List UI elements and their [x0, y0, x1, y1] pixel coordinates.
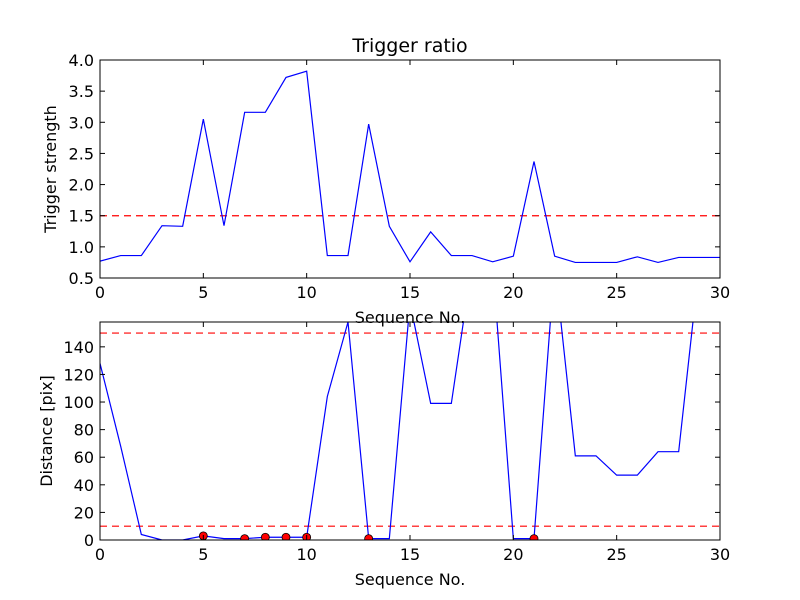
- trigger-ratio-ylabel: Trigger strength: [41, 105, 60, 234]
- trigger-ratio-xtick-label: 20: [503, 283, 523, 302]
- distance-xtick-label: 25: [606, 545, 626, 564]
- distance-ytick-label: 80: [74, 421, 94, 440]
- distance-ticks: 0 5 10 15 20 25 30 0 20 40 60 80 100 120 140: [63, 322, 730, 564]
- trigger-ratio-ticks: 0 5 10 15 20 25 30 0.5 1.0 1.5 2.0 2.5 3.0 3.5 4.0: [69, 51, 731, 302]
- distance-marker-point: [281, 532, 291, 540]
- distance-ytick-label: 0: [84, 531, 94, 550]
- distance-ytick-label: 40: [74, 476, 94, 495]
- trigger-ratio-ytick-label: 3.0: [69, 113, 94, 132]
- trigger-ratio-ytick-label: 2.5: [69, 144, 94, 163]
- distance-ytick-label: 60: [74, 448, 94, 467]
- trigger-ratio-ytick-label: 4.0: [69, 51, 94, 70]
- trigger-ratio-series-line: [100, 70, 720, 264]
- trigger-ratio-xtick-label: 5: [198, 283, 208, 302]
- trigger-ratio-xtick-label: 25: [606, 283, 626, 302]
- distance-xtick-label: 5: [198, 545, 208, 564]
- trigger-ratio-ytick-label: 1.5: [69, 207, 94, 226]
- distance-xtick-label: 10: [296, 545, 316, 564]
- trigger-ratio-xtick-label: 30: [710, 283, 730, 302]
- distance-plot: 0 5 10 15 20 25 30 0 20 40 60 80 100 120 140 Sequence …: [37, 321, 730, 589]
- distance-ytick-label: 140: [63, 338, 94, 357]
- distance-marker-point: [529, 534, 539, 540]
- distance-xlabel: Sequence No.: [355, 570, 466, 589]
- distance-ytick-label: 20: [74, 503, 94, 522]
- trigger-ratio-xtick-label: 10: [296, 283, 316, 302]
- trigger-ratio-ytick-label: 0.5: [69, 269, 94, 288]
- distance-xtick-label: 15: [400, 545, 420, 564]
- distance-marker-point: [240, 534, 250, 540]
- trigger-ratio-xtick-label: 0: [95, 283, 105, 302]
- distance-xtick-label: 20: [503, 545, 523, 564]
- distance-marker-point: [364, 534, 374, 540]
- trigger-ratio-xtick-label: 15: [400, 283, 420, 302]
- trigger-ratio-ytick-label: 2.0: [69, 176, 94, 195]
- trigger-ratio-ytick-label: 1.0: [69, 238, 94, 257]
- distance-ytick-label: 100: [63, 393, 94, 412]
- distance-ylabel: Distance [pix]: [37, 375, 56, 487]
- distance-xtick-label: 0: [95, 545, 105, 564]
- distance-marker-point: [260, 532, 270, 540]
- trigger-ratio-ytick-label: 3.5: [69, 82, 94, 101]
- trigger-ratio-plot-area: [100, 70, 720, 264]
- distance-ytick-label: 120: [63, 365, 94, 384]
- trigger-ratio-title: Trigger ratio: [351, 35, 467, 57]
- distance-xtick-label: 30: [710, 545, 730, 564]
